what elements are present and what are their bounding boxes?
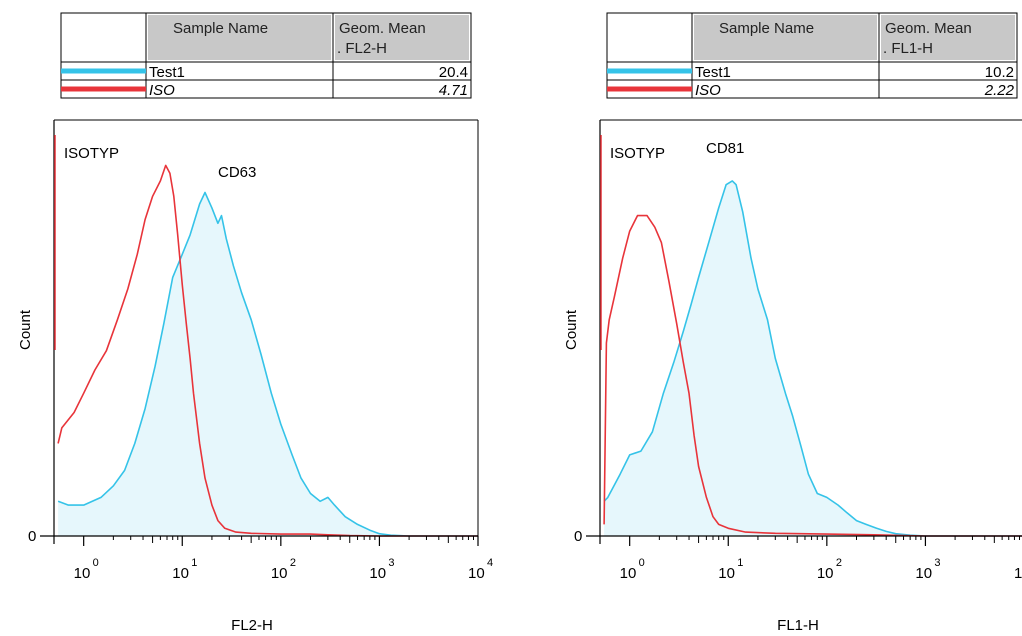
- series-line-iso: [57, 164, 478, 537]
- x-tick-label-base: 10: [620, 565, 637, 582]
- row-geom-mean-value: 4.71: [439, 82, 468, 99]
- x-tick-label-exponent: 3: [934, 557, 940, 569]
- y-tick-label: 0: [574, 528, 582, 545]
- x-axis-label: FL1-H: [777, 617, 819, 634]
- marker-annotation: CD81: [706, 140, 744, 157]
- x-tick-label-base: 10: [271, 565, 288, 582]
- header-cell-geom-mean: [335, 15, 469, 60]
- x-tick-label-base: 10: [1014, 565, 1022, 582]
- x-tick-label-exponent: 0: [93, 557, 99, 569]
- x-tick-label-base: 10: [817, 565, 834, 582]
- series-line-test1: [603, 180, 1022, 537]
- y-axis-label: Count: [17, 309, 34, 350]
- header-geom-mean-line2: . FL2-H: [337, 40, 387, 57]
- row-geom-mean-value: 20.4: [439, 64, 468, 81]
- y-tick-label: 0: [28, 528, 36, 545]
- row-sample-name: ISO: [149, 82, 175, 99]
- row-sample-name: Test1: [695, 64, 731, 81]
- series-line-iso: [603, 214, 1022, 537]
- series-fill-test1: [58, 192, 478, 536]
- cd63-histogram-chart: Sample Name Geom. Mean . FL2-H Test1 20.4 ISO…: [17, 12, 493, 634]
- x-tick-label-exponent: 3: [388, 557, 394, 569]
- row-geom-mean-value: 10.2: [985, 64, 1014, 81]
- x-tick-label-base: 10: [718, 565, 735, 582]
- cd81-panel: Sample Name Geom. Mean . FL1-H Test1 10.2 ISO…: [546, 0, 1022, 636]
- x-tick-label-exponent: 4: [487, 557, 493, 569]
- x-axis-label: FL2-H: [231, 617, 273, 634]
- header-cell-geom-mean: [881, 15, 1015, 60]
- row-sample-name: Test1: [149, 64, 185, 81]
- y-axis-label: Count: [563, 309, 580, 350]
- header-cell-sample-name: [694, 15, 877, 60]
- x-tick-label-base: 10: [915, 565, 932, 582]
- header-sample-name: Sample Name: [719, 20, 814, 37]
- x-tick-label-base: 10: [468, 565, 485, 582]
- x-tick-label-base: 10: [172, 565, 189, 582]
- header-sample-name: Sample Name: [173, 20, 268, 37]
- series-fill-test1: [604, 180, 1022, 536]
- header-geom-mean-line2: . FL1-H: [883, 40, 933, 57]
- isotype-annotation: ISOTYP: [64, 145, 119, 162]
- header-cell-sample-name: [148, 15, 331, 60]
- x-tick-label-exponent: 0: [639, 557, 645, 569]
- row-geom-mean-value: 2.22: [984, 82, 1015, 99]
- x-tick-label-exponent: 1: [737, 557, 743, 569]
- cd63-panel: Sample Name Geom. Mean . FL2-H Test1 20.4 ISO…: [17, 12, 493, 634]
- x-tick-label-exponent: 2: [290, 557, 296, 569]
- x-tick-label-base: 10: [74, 565, 91, 582]
- x-tick-label-exponent: 2: [836, 557, 842, 569]
- row-sample-name: ISO: [695, 82, 721, 99]
- cd81-histogram-chart: Sample Name Geom. Mean . FL1-H Test1 10.2 ISO…: [563, 12, 1022, 634]
- series-line-test1: [57, 191, 478, 537]
- isotype-annotation: ISOTYP: [610, 145, 665, 162]
- x-tick-label-exponent: 1: [191, 557, 197, 569]
- header-geom-mean-line1: Geom. Mean: [885, 20, 972, 37]
- x-tick-label-base: 10: [369, 565, 386, 582]
- header-geom-mean-line1: Geom. Mean: [339, 20, 426, 37]
- marker-annotation: CD63: [218, 164, 256, 181]
